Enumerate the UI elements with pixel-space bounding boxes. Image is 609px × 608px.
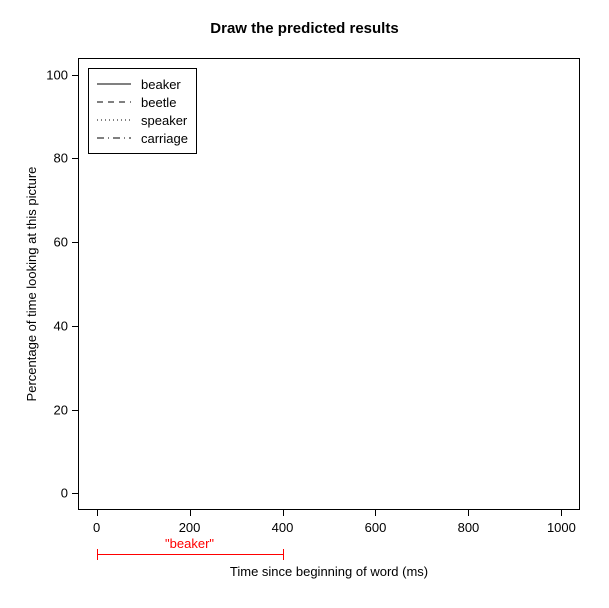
x-tick-label: 200 (179, 520, 201, 535)
y-tick (72, 326, 78, 327)
y-tick-label: 80 (38, 151, 68, 166)
x-tick (468, 510, 469, 516)
chart-container: Draw the predicted results Time since be… (0, 0, 609, 608)
x-tick-label: 800 (458, 520, 480, 535)
x-tick-label: 400 (272, 520, 294, 535)
x-tick-label: 0 (93, 520, 100, 535)
y-tick-label: 0 (38, 486, 68, 501)
y-tick (72, 410, 78, 411)
y-tick-label: 100 (38, 67, 68, 82)
y-tick-label: 60 (38, 235, 68, 250)
word-region-end-cap (283, 549, 284, 560)
x-tick-label: 600 (365, 520, 387, 535)
word-region-annotation: "beaker" (0, 0, 609, 608)
y-tick-label: 40 (38, 318, 68, 333)
y-tick (72, 493, 78, 494)
word-region-label: "beaker" (165, 536, 214, 551)
x-tick (375, 510, 376, 516)
x-tick-label: 1000 (547, 520, 576, 535)
y-tick (72, 242, 78, 243)
y-tick (72, 158, 78, 159)
y-tick-label: 20 (38, 402, 68, 417)
y-tick (72, 75, 78, 76)
x-tick (97, 510, 98, 516)
x-tick (190, 510, 191, 516)
x-tick (561, 510, 562, 516)
x-tick (283, 510, 284, 516)
word-region-bar (97, 554, 283, 555)
